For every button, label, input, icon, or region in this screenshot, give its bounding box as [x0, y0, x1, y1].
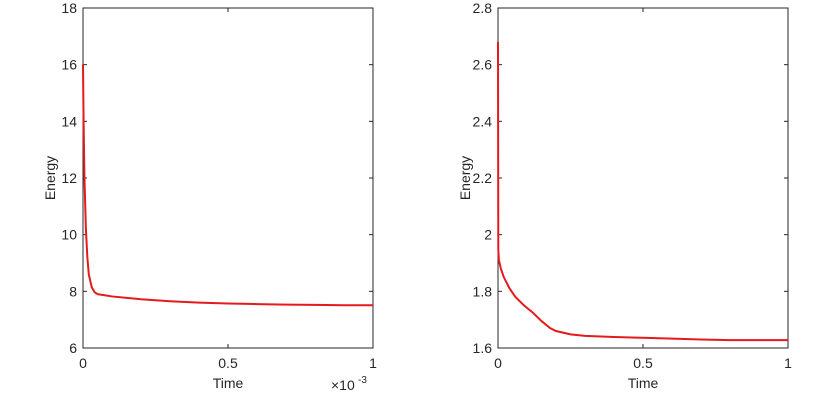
data-line	[497, 41, 788, 342]
y-tick-label: 8	[69, 283, 77, 299]
y-tick-label: 1.6	[473, 340, 493, 356]
y-tick-label: 2.6	[473, 57, 493, 73]
y-tick-label: 6	[69, 340, 77, 356]
y-tick-label: 2.8	[473, 0, 493, 16]
x-tick-label: 1	[369, 355, 377, 371]
y-tick-label: 2	[484, 227, 492, 243]
y-tick-label: 12	[61, 170, 77, 186]
x-tick-label: 0.5	[218, 355, 238, 371]
y-tick-label: 16	[61, 57, 77, 73]
x-axis-label: Time	[628, 375, 659, 391]
y-tick-label: 2.2	[473, 170, 493, 186]
y-tick-label: 14	[61, 113, 77, 129]
x-multiplier: ×10	[331, 377, 355, 393]
x-tick-label: 1	[784, 355, 792, 371]
y-tick-label: 18	[61, 0, 77, 16]
y-tick-label: 1.8	[473, 283, 493, 299]
y-axis-label: Energy	[457, 156, 473, 200]
y-axis-label: Energy	[42, 156, 58, 200]
x-tick-label: 0	[79, 355, 87, 371]
data-line	[82, 64, 373, 307]
y-tick-label: 10	[61, 227, 77, 243]
x-multiplier-exp: -3	[358, 375, 367, 386]
y-tick-label: 2.4	[473, 113, 493, 129]
axes-box	[497, 7, 789, 349]
x-axis-label: Time	[213, 375, 244, 391]
x-tick-label: 0	[494, 355, 502, 371]
x-tick-label: 0.5	[633, 355, 653, 371]
